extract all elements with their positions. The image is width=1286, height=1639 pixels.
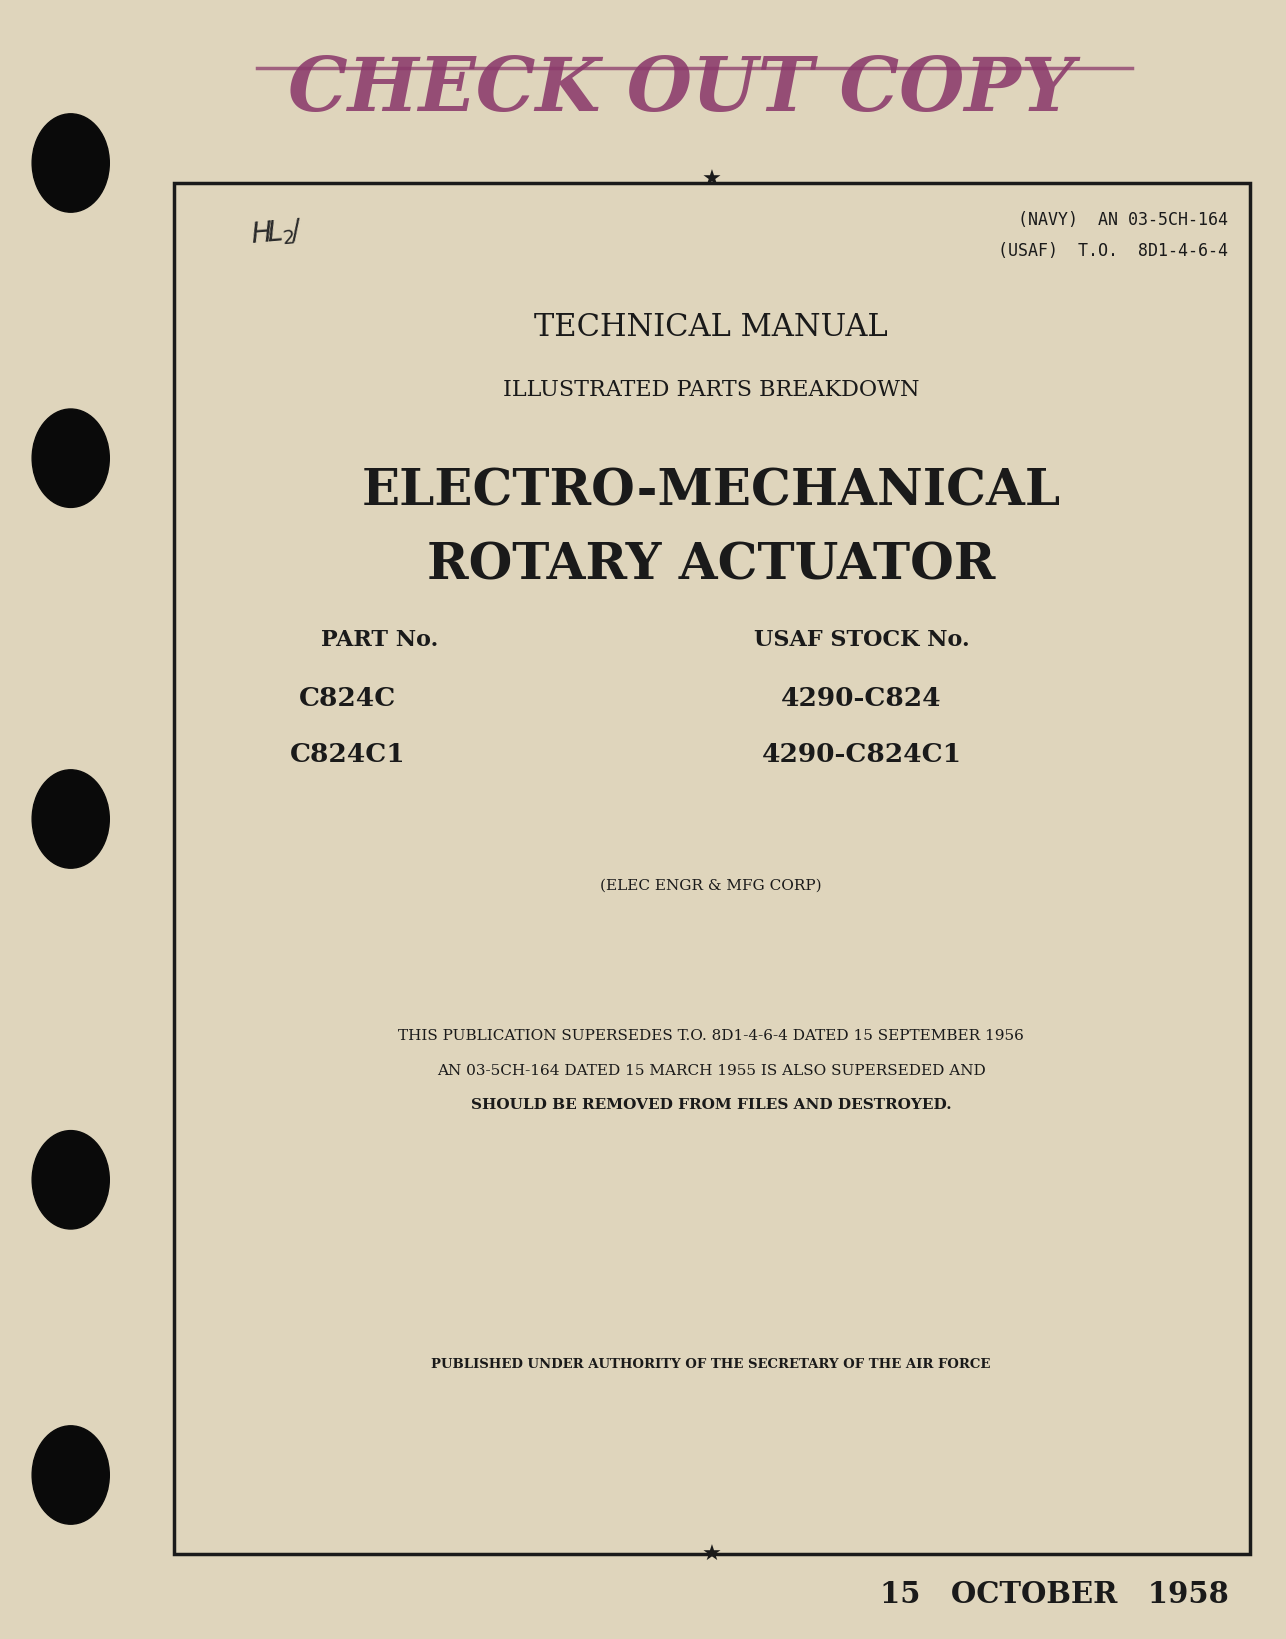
- Text: TECHNICAL MANUAL: TECHNICAL MANUAL: [534, 313, 889, 343]
- Text: THIS PUBLICATION SUPERSEDES T.O. 8D1-4-6-4 DATED 15 SEPTEMBER 1956: THIS PUBLICATION SUPERSEDES T.O. 8D1-4-6…: [399, 1029, 1024, 1042]
- Text: SHOULD BE REMOVED FROM FILES AND DESTROYED.: SHOULD BE REMOVED FROM FILES AND DESTROY…: [471, 1098, 952, 1111]
- Circle shape: [32, 410, 109, 508]
- Text: C824C1: C824C1: [289, 741, 405, 767]
- Bar: [174, 184, 1250, 1554]
- Text: ★: ★: [701, 1544, 721, 1564]
- Text: ELECTRO-MECHANICAL: ELECTRO-MECHANICAL: [361, 467, 1061, 516]
- Text: ILLUSTRATED PARTS BREAKDOWN: ILLUSTRATED PARTS BREAKDOWN: [503, 379, 919, 402]
- Circle shape: [32, 1426, 109, 1524]
- Text: (USAF)  T.O.  8D1-4-6-4: (USAF) T.O. 8D1-4-6-4: [998, 243, 1228, 259]
- Text: USAF STOCK No.: USAF STOCK No.: [754, 628, 970, 651]
- Text: ★: ★: [701, 170, 721, 190]
- Text: 4290-C824C1: 4290-C824C1: [761, 741, 962, 767]
- Text: C824C: C824C: [298, 685, 396, 711]
- Text: (NAVY)  AN 03-5CH-164: (NAVY) AN 03-5CH-164: [1019, 211, 1228, 228]
- Text: CHECK OUT COPY: CHECK OUT COPY: [288, 54, 1075, 126]
- Text: PUBLISHED UNDER AUTHORITY OF THE SECRETARY OF THE AIR FORCE: PUBLISHED UNDER AUTHORITY OF THE SECRETA…: [432, 1357, 990, 1370]
- Circle shape: [32, 770, 109, 869]
- Text: AN 03-5CH-164 DATED 15 MARCH 1955 IS ALSO SUPERSEDED AND: AN 03-5CH-164 DATED 15 MARCH 1955 IS ALS…: [437, 1064, 985, 1077]
- Text: PART No.: PART No.: [320, 628, 439, 651]
- Text: 15   OCTOBER   1958: 15 OCTOBER 1958: [880, 1578, 1229, 1608]
- Circle shape: [32, 115, 109, 213]
- Circle shape: [32, 1131, 109, 1229]
- Text: ROTARY ACTUATOR: ROTARY ACTUATOR: [427, 541, 995, 590]
- Text: $\it{H\!L_2\!/}$: $\it{H\!L_2\!/}$: [249, 216, 303, 249]
- Text: (ELEC ENGR & MFG CORP): (ELEC ENGR & MFG CORP): [601, 879, 822, 892]
- Text: 4290-C824: 4290-C824: [782, 685, 941, 711]
